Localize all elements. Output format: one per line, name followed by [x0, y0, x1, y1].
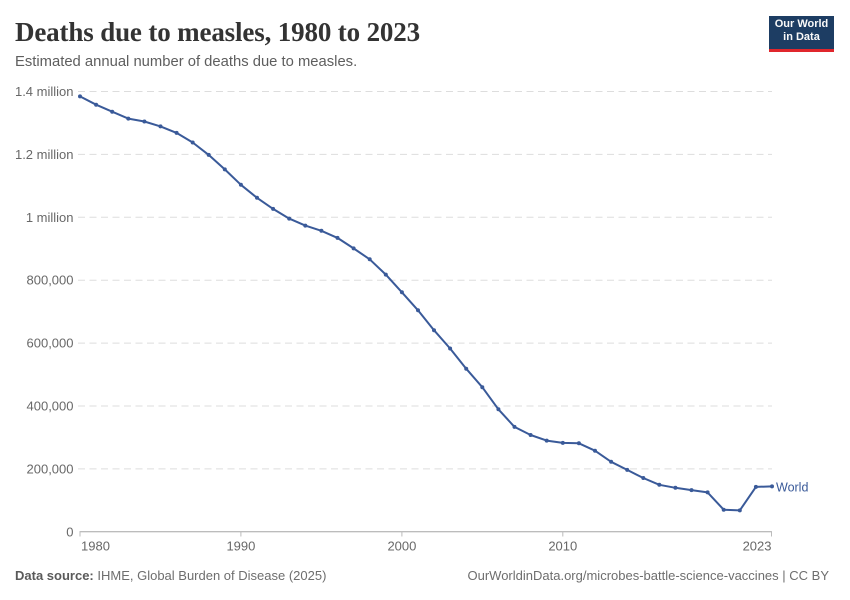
svg-text:600,000: 600,000: [27, 336, 74, 351]
svg-text:1990: 1990: [226, 539, 255, 554]
svg-text:800,000: 800,000: [27, 273, 74, 288]
svg-text:200,000: 200,000: [27, 461, 74, 476]
svg-text:World: World: [776, 480, 808, 494]
svg-text:1.2 million: 1.2 million: [15, 147, 74, 162]
svg-text:0: 0: [66, 524, 73, 539]
svg-text:2023: 2023: [743, 539, 772, 554]
svg-text:1 million: 1 million: [26, 210, 74, 225]
svg-text:2000: 2000: [387, 539, 416, 554]
svg-text:2010: 2010: [548, 539, 577, 554]
svg-text:1.4 million: 1.4 million: [15, 84, 74, 99]
svg-text:1980: 1980: [81, 539, 110, 554]
svg-text:400,000: 400,000: [27, 399, 74, 414]
